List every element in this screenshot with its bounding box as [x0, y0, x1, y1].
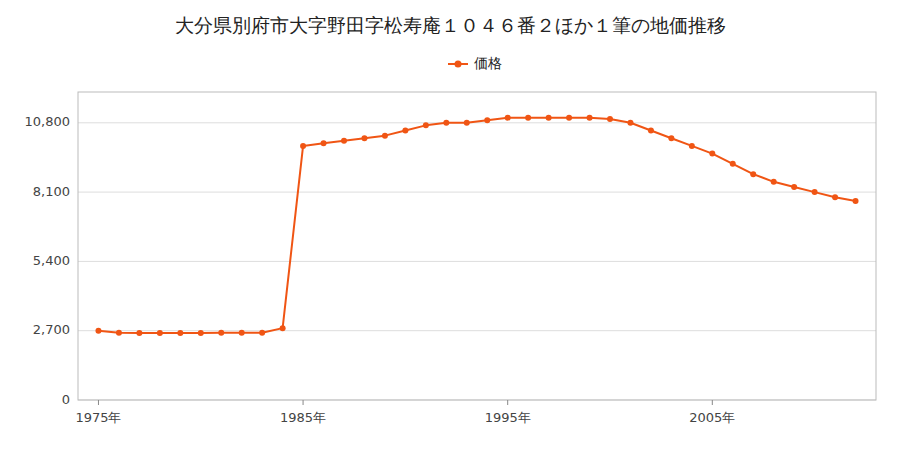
series-point — [771, 179, 777, 185]
x-axis: 1975年 1985年 1995年 2005年 — [75, 400, 735, 425]
chart-svg: 大分県別府市大字野田字松寿庵１０４６番２ほか１筆の地価推移 0 2,700 5,400… — [0, 0, 900, 450]
x-tick-label: 1975年 — [75, 410, 121, 425]
series-line — [98, 118, 855, 333]
grid-line — [78, 192, 876, 193]
series-point — [648, 128, 654, 134]
series-point — [198, 330, 204, 336]
series-point — [832, 194, 838, 200]
legend-marker — [455, 61, 462, 68]
series-point — [709, 151, 715, 157]
series-point — [525, 115, 531, 121]
series-point — [546, 115, 552, 121]
x-tick — [303, 400, 304, 405]
series-point — [361, 135, 367, 141]
series-point — [218, 330, 224, 336]
y-tick-label: 10,800 — [25, 114, 71, 129]
series-point — [259, 330, 265, 336]
title: 大分県別府市大字野田字松寿庵１０４６番２ほか１筆の地価推移 — [175, 14, 726, 36]
y-tick-label: 0 — [62, 392, 70, 407]
series-point — [341, 138, 347, 144]
series-point — [484, 117, 490, 123]
series-point — [280, 325, 286, 331]
y-tick-label: 8,100 — [33, 184, 70, 199]
legend-label: 価格 — [474, 55, 502, 71]
series-point — [116, 330, 122, 336]
grid-line — [78, 330, 876, 331]
series-point — [423, 122, 429, 128]
series-point — [239, 330, 245, 336]
series-point — [443, 120, 449, 126]
series-point — [157, 330, 163, 336]
series-point — [566, 115, 572, 121]
x-tick — [712, 400, 713, 405]
x-tick-label: 2005年 — [689, 410, 735, 425]
data-group — [95, 115, 858, 336]
series-point — [607, 116, 613, 122]
x-tick — [507, 400, 508, 405]
series-point — [382, 133, 388, 139]
page: {"chart_data": {"type": "line", "title":… — [0, 0, 900, 450]
series-point — [668, 135, 674, 141]
series-point — [321, 140, 327, 146]
series-point — [750, 171, 756, 177]
series-point — [95, 328, 101, 334]
x-tick — [98, 400, 99, 405]
series-point — [689, 143, 695, 149]
series-point — [505, 115, 511, 121]
series-point — [300, 143, 306, 149]
series-point — [791, 184, 797, 190]
series-point — [853, 198, 859, 204]
series-point — [587, 115, 593, 121]
grid-line — [78, 261, 876, 262]
x-tick-label: 1995年 — [485, 410, 531, 425]
series-point — [730, 161, 736, 167]
plot-frame — [78, 92, 876, 400]
series-point — [177, 330, 183, 336]
chart-container: 大分県別府市大字野田字松寿庵１０４６番２ほか１筆の地価推移 0 2,700 5,400… — [0, 0, 900, 450]
series-point — [812, 189, 818, 195]
x-tick-label: 1985年 — [280, 410, 326, 425]
y-axis: 0 2,700 5,400 8,100 10,800 — [25, 114, 71, 406]
legend: 価格 — [448, 55, 502, 71]
series-point — [136, 330, 142, 336]
y-tick-label: 2,700 — [33, 322, 70, 337]
series-point — [627, 120, 633, 126]
series-point — [464, 120, 470, 126]
y-grid — [78, 123, 876, 400]
series-point — [402, 128, 408, 134]
y-tick-label: 5,400 — [33, 253, 70, 268]
